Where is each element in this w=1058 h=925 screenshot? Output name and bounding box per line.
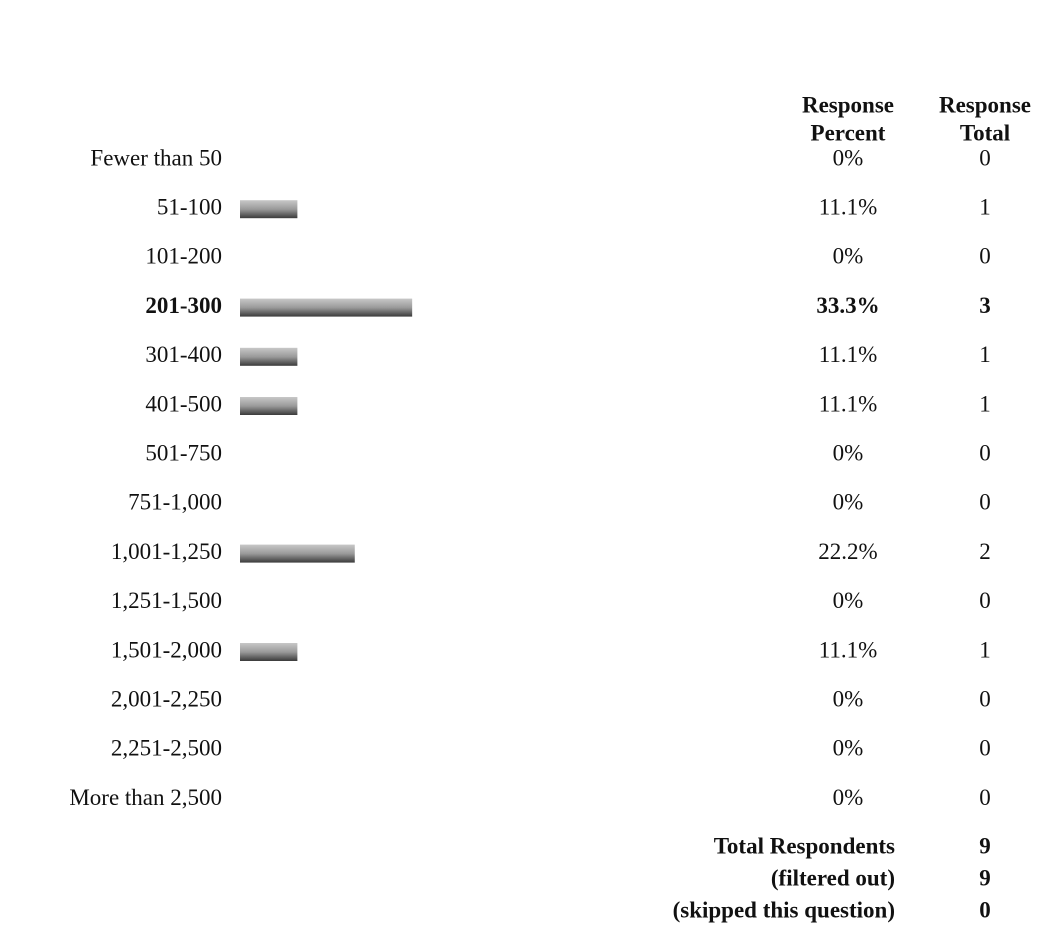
count: 0 bbox=[979, 736, 991, 761]
count: 1 bbox=[979, 391, 991, 416]
count: 1 bbox=[979, 194, 991, 219]
row-label: 301-400 bbox=[145, 342, 222, 367]
row-label: More than 2,500 bbox=[69, 785, 222, 810]
count: 3 bbox=[979, 293, 991, 318]
percent: 11.1% bbox=[819, 194, 878, 219]
count: 0 bbox=[979, 588, 991, 613]
summary-label: Total Respondents bbox=[714, 833, 895, 858]
bar bbox=[240, 347, 298, 366]
percent: 0% bbox=[833, 686, 864, 711]
count: 0 bbox=[979, 244, 991, 269]
column-header: Percent bbox=[811, 120, 886, 145]
summary-label: (skipped this question) bbox=[673, 897, 895, 922]
row-label: 1,501-2,000 bbox=[111, 637, 222, 662]
count: 0 bbox=[979, 145, 991, 170]
count: 0 bbox=[979, 440, 991, 465]
count: 0 bbox=[979, 785, 991, 810]
percent: 11.1% bbox=[819, 637, 878, 662]
row-label: 2,251-2,500 bbox=[111, 736, 222, 761]
percent: 33.3% bbox=[816, 293, 879, 318]
percent: 11.1% bbox=[819, 391, 878, 416]
row-label: 201-300 bbox=[145, 293, 222, 318]
row-label: 1,001-1,250 bbox=[111, 539, 222, 564]
summary-value: 9 bbox=[979, 833, 991, 858]
row-label: 501-750 bbox=[145, 440, 222, 465]
percent: 0% bbox=[833, 588, 864, 613]
count: 1 bbox=[979, 637, 991, 662]
row-label: 401-500 bbox=[145, 391, 222, 416]
summary-value: 9 bbox=[979, 865, 991, 890]
bar bbox=[240, 643, 298, 661]
bar bbox=[240, 397, 298, 415]
bar bbox=[240, 544, 355, 563]
count: 1 bbox=[979, 342, 991, 367]
count: 0 bbox=[979, 490, 991, 515]
percent: 0% bbox=[833, 490, 864, 515]
summary-value: 0 bbox=[979, 897, 991, 922]
percent: 0% bbox=[833, 736, 864, 761]
percent: 0% bbox=[833, 145, 864, 170]
percent: 0% bbox=[833, 244, 864, 269]
column-header: Response bbox=[939, 92, 1031, 117]
percent: 0% bbox=[833, 440, 864, 465]
count: 0 bbox=[979, 686, 991, 711]
bar bbox=[240, 298, 413, 317]
row-label: 101-200 bbox=[145, 244, 222, 269]
percent: 11.1% bbox=[819, 342, 878, 367]
percent: 22.2% bbox=[818, 539, 877, 564]
count: 2 bbox=[979, 539, 991, 564]
percent: 0% bbox=[833, 785, 864, 810]
bar bbox=[240, 200, 298, 219]
row-label: 1,251-1,500 bbox=[111, 588, 222, 613]
row-label: 51-100 bbox=[157, 194, 222, 219]
summary-label: (filtered out) bbox=[771, 865, 895, 890]
column-header: Total bbox=[960, 120, 1010, 145]
row-label: Fewer than 50 bbox=[90, 145, 222, 170]
row-label: 2,001-2,250 bbox=[111, 686, 222, 711]
row-label: 751-1,000 bbox=[128, 490, 222, 515]
column-header: Response bbox=[802, 92, 894, 117]
